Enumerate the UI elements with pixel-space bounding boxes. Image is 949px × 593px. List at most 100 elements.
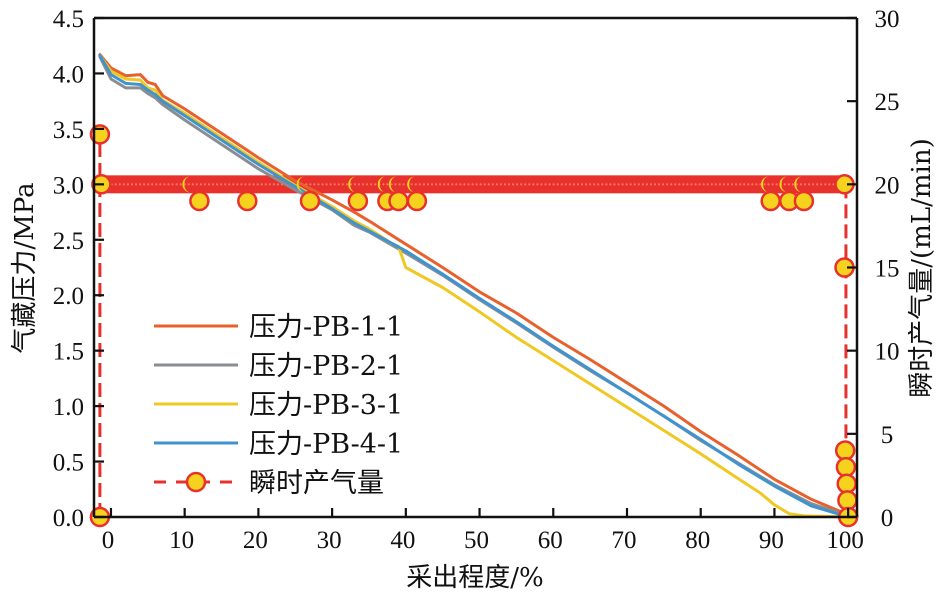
flow-band-dot [674, 183, 677, 186]
x-tick-label: 60 [538, 527, 563, 554]
flow-band-dot [240, 183, 243, 186]
flow-band-dot [544, 183, 547, 186]
flow-band-dot [349, 183, 352, 186]
flow-band-dot [430, 183, 434, 186]
series-layer [98, 53, 850, 519]
x-tick-label: 70 [611, 527, 636, 554]
flow-band-dot [195, 183, 198, 186]
legend: 压力-PB-1-1 压力-PB-2-1 压力-PB-3-1 压力-PB-4-1 瞬时产气… [154, 312, 403, 499]
flow-band-dot [803, 183, 807, 186]
flow-band-dot [467, 183, 470, 186]
flow-band-dot [735, 183, 738, 186]
flow-band-dot [374, 183, 377, 186]
flow-marker [406, 190, 428, 212]
flow-band-dot [580, 183, 584, 186]
flow-band-dot [122, 183, 125, 186]
flow-band-dot [694, 183, 697, 186]
flow-band-dot [601, 183, 604, 186]
flow-band-dot [795, 183, 799, 186]
flow-band-dot [637, 183, 640, 186]
flow-band-dot [220, 183, 223, 186]
flow-band-dot [678, 183, 681, 186]
y-axis-title: 气藏压力/MPa [10, 182, 40, 353]
flow-band-dot [163, 183, 166, 186]
flow-band-dot [816, 183, 819, 186]
flow-band-layer [99, 175, 849, 194]
flow-band-dot [682, 183, 685, 186]
flow-marker [189, 190, 210, 212]
legend-item-3: 压力-PB-3-1 [154, 390, 403, 421]
flow-band-dot [268, 183, 271, 186]
flow-band-dot [832, 183, 835, 186]
flow-marker [299, 190, 321, 212]
flow-band-dot [260, 183, 263, 186]
flow-band-dot [641, 183, 644, 186]
flow-band-dot [337, 183, 340, 186]
flow-band-dot [325, 183, 328, 186]
flow-band-dot [199, 183, 202, 186]
flow-band-dot [755, 183, 758, 186]
flow-band-dot [613, 183, 616, 186]
flow-band-dot [422, 183, 425, 186]
flow-band-dot [455, 183, 458, 186]
flow-marker [237, 190, 258, 212]
flow-band-dot [479, 183, 482, 186]
legend-label: 瞬时产气量 [249, 468, 384, 499]
flow-band-dot [649, 183, 653, 186]
flow-marker [760, 190, 781, 212]
flow-band-dot [317, 183, 320, 186]
flow-band-dot [609, 183, 612, 186]
flow-band-dot [589, 183, 592, 186]
flow-band-dot [187, 183, 190, 186]
flow-band-dot [536, 183, 539, 186]
flow-band-dot [366, 183, 369, 186]
flow-band-dot [812, 183, 815, 186]
flow-band-dot [386, 183, 389, 186]
flow-band-dot [471, 183, 474, 186]
flow-band-dot [232, 183, 235, 186]
flow-band-dot [418, 183, 421, 186]
flow-band-dot [321, 183, 324, 186]
x-tick-label: 80 [685, 527, 710, 554]
flow-band-dot [118, 183, 121, 186]
flow-band-dot [605, 183, 608, 186]
legend-item-2: 压力-PB-2-1 [154, 351, 403, 382]
y2-tick-label: 0 [881, 505, 894, 532]
marker-layer [89, 124, 859, 528]
flow-band-dot [353, 183, 357, 186]
flow-marker [347, 190, 369, 212]
flow-band-dot [771, 183, 774, 186]
x-tick-label: 40 [390, 527, 415, 554]
x-axis-title: 采出程度/% [406, 563, 543, 593]
legend-marker [185, 471, 207, 493]
flow-band-dot [653, 183, 657, 186]
flow-band-dot [499, 183, 502, 186]
flow-band-dot [155, 183, 158, 186]
flow-marker [793, 190, 815, 212]
series-line-4 [98, 54, 850, 519]
flow-band-dot [710, 183, 713, 186]
flow-band-dot [236, 183, 239, 186]
flow-band-dot [751, 183, 754, 186]
flow-band-dot [666, 183, 669, 186]
flow-marker [388, 190, 409, 212]
y-tick-label: 2.0 [53, 283, 84, 310]
flow-band-dot [775, 183, 778, 186]
y2-tick-label: 30 [875, 6, 900, 33]
flow-band-dot [718, 183, 722, 186]
flow-band-dot [126, 183, 129, 186]
flow-band-dot [357, 183, 361, 186]
flow-band-dot [179, 183, 182, 186]
flow-band-dot [585, 183, 588, 186]
flow-band-dot [248, 183, 251, 186]
flow-band-dot [402, 183, 405, 186]
flow-band-dot [139, 183, 142, 186]
flow-band-dot [252, 183, 255, 186]
flow-band-dot [256, 183, 259, 186]
ticks-layer: 0 10 20 30 40 50 60 70 80 90 1000.00.51.01.52.02.5… [53, 6, 900, 554]
flow-band-dot [560, 183, 563, 186]
flow-band-dot [171, 183, 174, 186]
flow-band-dot [272, 183, 275, 186]
flow-band-dot [175, 183, 178, 186]
flow-band-dot [159, 183, 162, 186]
